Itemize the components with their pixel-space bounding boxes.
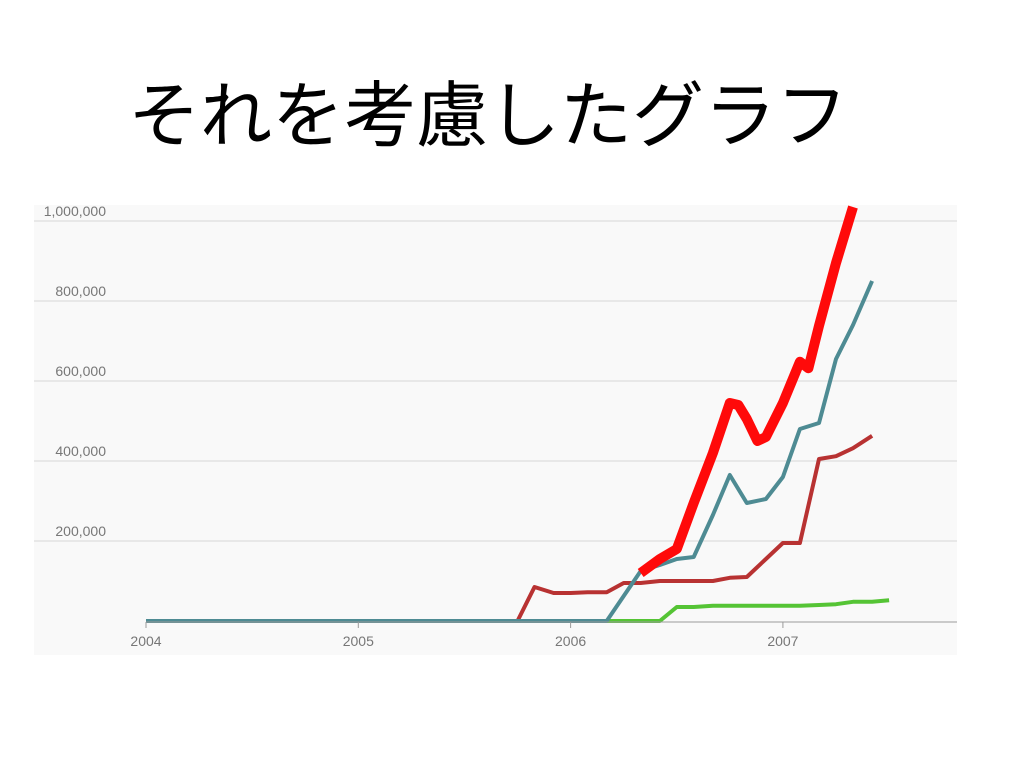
- slide-title: それを考慮したグラフ: [128, 74, 849, 158]
- series-line-4: [637, 205, 858, 578]
- series-line-1: [146, 598, 890, 623]
- grid-lines: [34, 220, 957, 542]
- x-tick-label: 2006: [555, 633, 586, 649]
- y-tick-label: 200,000: [55, 523, 106, 539]
- x-tick-label: 2007: [767, 633, 798, 649]
- x-tick-label: 2005: [343, 633, 374, 649]
- axes: 200,000 400,000 600,000 800,000 1,000,000 200…: [44, 205, 957, 649]
- y-tick-label: 400,000: [55, 443, 106, 459]
- line-chart: 200,000 400,000 600,000 800,000 1,000,000 200…: [34, 205, 957, 655]
- series-lines: [146, 205, 890, 623]
- x-tick-label: 2004: [130, 633, 161, 649]
- series-line-2: [146, 434, 874, 623]
- y-tick-label: 800,000: [55, 283, 106, 299]
- chart-svg: 200,000 400,000 600,000 800,000 1,000,000 200…: [34, 205, 957, 649]
- y-tick-label: 1,000,000: [44, 205, 106, 219]
- y-tick-label: 600,000: [55, 363, 106, 379]
- series-line-3: [146, 280, 874, 623]
